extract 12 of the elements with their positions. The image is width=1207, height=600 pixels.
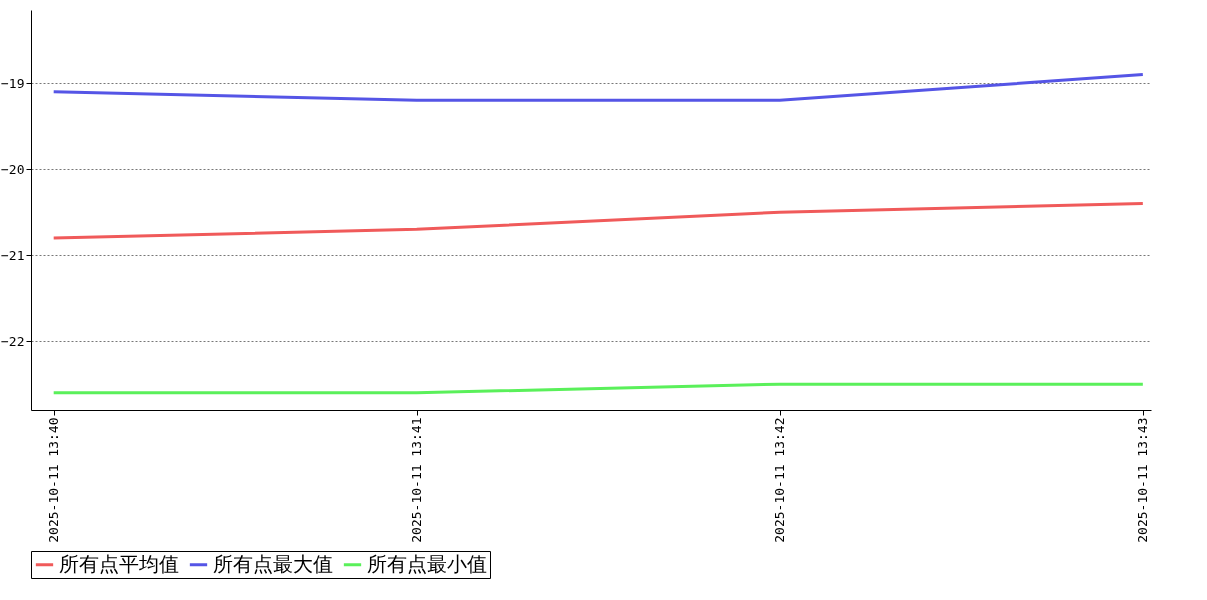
legend-label: 所有点最小值 xyxy=(367,551,487,576)
y-tick-label: −21 xyxy=(1,247,25,263)
y-tick-label: −20 xyxy=(1,161,25,177)
y-tick-label: −22 xyxy=(1,333,25,349)
x-tick-label: 2025-10-11 13:41 xyxy=(409,417,425,543)
x-tick-label: 2025-10-11 13:42 xyxy=(772,417,788,543)
legend-label: 所有点最大值 xyxy=(213,551,333,576)
legend-label: 所有点平均值 xyxy=(59,551,179,576)
x-tick-label: 2025-10-11 13:43 xyxy=(1135,417,1151,543)
x-tick-label: 2025-10-11 13:40 xyxy=(46,417,62,543)
y-tick-label: −19 xyxy=(1,75,25,91)
line-series xyxy=(52,202,1145,240)
